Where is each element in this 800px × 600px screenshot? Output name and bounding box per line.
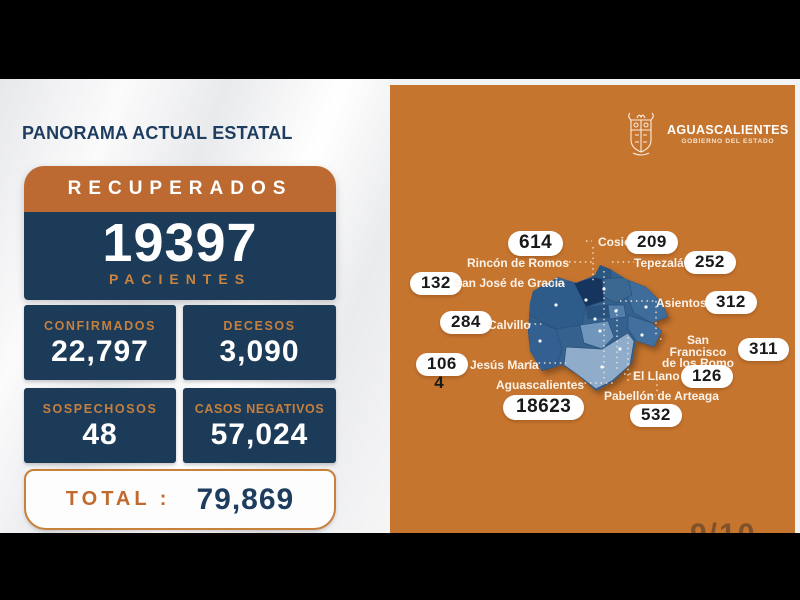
government-logo: AGUASCALIENTES GOBIERNO DEL ESTADO: [623, 110, 789, 158]
badge-san-francisco-de-los-romo: 311: [738, 338, 789, 361]
stat-value: 22,797: [51, 335, 149, 368]
badge-asientos: 312: [705, 291, 757, 314]
badge-rincon-de-romos: 614: [508, 231, 564, 256]
badge-aguascalientes: 18623: [503, 395, 585, 420]
label-asientos: Asientos: [656, 296, 707, 310]
page-indicator: 9/10: [690, 518, 756, 533]
region-rincon-de-romos: [573, 274, 605, 308]
label-calvillo: Calvillo: [488, 318, 531, 332]
label-tepezala: Tepezalá: [634, 256, 684, 270]
region-jesus-maria: [579, 320, 615, 350]
recovered-card-body: 19397 PACIENTES: [24, 212, 336, 300]
recovered-card: RECUPERADOS 19397 PACIENTES: [24, 166, 336, 300]
badge-calvillo: 284: [440, 311, 492, 334]
stat-box-confirmados: CONFIRMADOS 22,797: [24, 305, 176, 380]
stat-box-decesos: DECESOS 3,090: [183, 305, 336, 380]
stat-box-casos-negativos: CASOS NEGATIVOS 57,024: [183, 388, 336, 463]
total-box: TOTAL : 79,869: [24, 469, 336, 530]
badge-pabellon-de-arteaga: 532: [630, 404, 682, 427]
content-band: PANORAMA ACTUAL ESTATAL RECUPERADOS 1939…: [0, 79, 800, 533]
recovered-value: 19397: [102, 213, 258, 273]
stat-value: 57,024: [210, 418, 309, 451]
label-san-jose-de-gracia: San José de Gracia: [454, 276, 565, 290]
badge-cosio: 209: [626, 231, 678, 254]
label-san-francisco-de-los-romo: San Francisco de los Romo: [662, 333, 735, 370]
region-pabellon: [585, 304, 611, 320]
stat-value: 48: [82, 418, 118, 451]
badge-el-llano: 126: [681, 365, 733, 388]
stat-label: SOSPECHOSOS: [42, 402, 158, 416]
label-aguascalientes: Aguascalientes: [496, 378, 585, 392]
stat-label: CASOS NEGATIVOS: [194, 402, 325, 416]
label-cosio: Cosio: [598, 235, 632, 249]
badge-san-jose-de-gracia: 132: [410, 272, 462, 295]
recovered-card-header: RECUPERADOS: [24, 166, 336, 212]
page-title-bold: ESTATAL: [212, 123, 293, 143]
total-label: TOTAL :: [65, 488, 171, 510]
coat-of-arms-icon: [628, 112, 654, 156]
region-el-llano: [627, 314, 663, 348]
badge-jesus-maria-overflow-digit: 4: [434, 373, 444, 392]
aguascalientes-map: [524, 240, 668, 396]
dotted-connectors: [524, 240, 664, 396]
logo-subtitle: GOBIERNO DEL ESTADO: [681, 138, 775, 145]
stat-value: 3,090: [219, 335, 300, 368]
stats-panel: PANORAMA ACTUAL ESTATAL RECUPERADOS 1939…: [0, 79, 390, 533]
region-center-dots: [538, 287, 648, 369]
stat-label: CONFIRMADOS: [43, 319, 157, 333]
page-title: PANORAMA ACTUAL ESTATAL: [22, 123, 293, 144]
stat-box-sospechosos: SOSPECHOSOS 48: [24, 388, 176, 463]
stat-label: DECESOS: [223, 319, 296, 333]
badge-tepezala: 252: [684, 251, 736, 274]
label-jesus-maria: Jesús María: [470, 358, 539, 372]
label-el-llano: El Llano: [633, 369, 680, 383]
badge-jesus-maria: 106: [416, 353, 468, 376]
page-title-normal: PANORAMA ACTUAL: [22, 123, 207, 143]
recovered-unit: PACIENTES: [108, 271, 252, 287]
label-pabellon-de-arteaga: Pabellón de Arteaga: [604, 389, 719, 403]
total-value: 79,869: [196, 482, 295, 516]
map-panel: AGUASCALIENTES GOBIERNO DEL ESTADO 614 R…: [390, 85, 795, 533]
logo-text: AGUASCALIENTES GOBIERNO DEL ESTADO: [667, 123, 789, 145]
label-rincon-de-romos: Rincón de Romos: [466, 256, 569, 270]
logo-title: AGUASCALIENTES: [667, 123, 789, 137]
